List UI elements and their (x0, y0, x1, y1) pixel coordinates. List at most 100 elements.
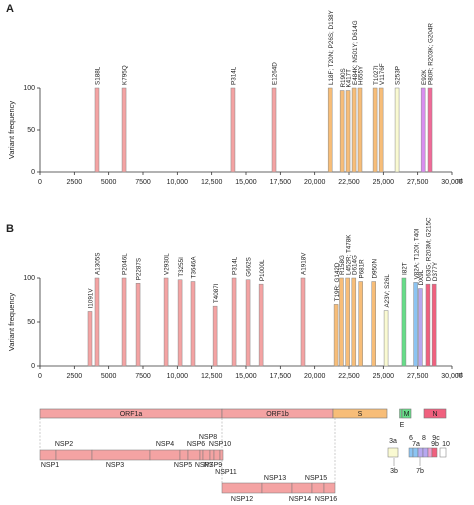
gene-box (423, 408, 447, 419)
nsp-label: NSP3 (106, 462, 124, 469)
mutation-label: P80R; R203K; G204R (428, 23, 435, 85)
bar (357, 87, 363, 173)
nsp-box (219, 449, 224, 461)
mutation-label: T1027I (373, 65, 380, 85)
bar (258, 283, 264, 367)
x-tick-label: 27,500 (407, 179, 429, 186)
gene-label: ORF1a (120, 411, 143, 418)
nsp-label: NSP7 (195, 462, 213, 469)
mutation-label: K417T (346, 69, 353, 88)
mutation-label: A1918V (301, 252, 308, 275)
bar (231, 277, 237, 367)
mutation-label: V82A; T120I; T40I (413, 228, 420, 279)
nsp-box (91, 449, 151, 461)
x-tick-label: 2500 (67, 179, 83, 186)
mutation-label: P2046L (122, 253, 129, 275)
gene-label: N (432, 411, 437, 418)
accessory-box (439, 447, 447, 458)
bar (121, 277, 127, 367)
x-tick-label: 12,500 (201, 373, 223, 380)
x-tick-label: 25,000 (373, 179, 395, 186)
mutation-label: D950N (371, 258, 378, 278)
mutation-label: L452R; T478K (345, 234, 352, 275)
mutation-label: I1091V (88, 288, 95, 309)
bar (427, 87, 433, 173)
nsp-box (323, 482, 336, 494)
mutation-label: H655Y (358, 65, 365, 85)
x-tick-label: 15,000 (235, 179, 257, 186)
bar (345, 90, 351, 173)
mutation-label: R190S (340, 68, 347, 87)
gene-label: S (358, 411, 363, 418)
accessory-box (408, 447, 414, 458)
nsp-label: NSP6 (187, 441, 205, 448)
bar (420, 87, 426, 173)
accessory-label: 7b (416, 468, 424, 475)
gene-box (332, 408, 388, 419)
y-tick-label: 50 (27, 319, 35, 326)
x-tick-label: 17,500 (270, 373, 292, 380)
accessory-box (431, 447, 438, 458)
nsp-box (199, 449, 204, 461)
x-tick-label: 22,500 (338, 179, 360, 186)
bar (121, 87, 127, 173)
bar (425, 283, 431, 367)
nsp-box (209, 449, 215, 461)
y-tick-label: 100 (23, 85, 35, 92)
bar (177, 279, 183, 367)
x-tick-label: 20,000 (304, 179, 326, 186)
mutation-label: D377Y (432, 261, 439, 281)
bar (94, 87, 100, 173)
x-unit-label: nt (457, 178, 463, 185)
mutation-label: A1305S (95, 253, 102, 275)
x-tick-label: 20,000 (304, 373, 326, 380)
nsp-box (149, 449, 181, 461)
x-tick-label: 0 (38, 179, 42, 186)
accessory-label: 3b (390, 468, 398, 475)
nsp-box (311, 482, 325, 494)
mutation-label: G662S (246, 257, 253, 277)
accessory-box (417, 447, 424, 458)
mutation-label: E484K; N501Y; D614G (352, 20, 359, 85)
mutation-label: T4087I (213, 283, 220, 303)
bar (327, 87, 333, 173)
accessory-box (427, 447, 433, 458)
mutation-label: P1000L (259, 259, 266, 281)
accessory-label: 7a (412, 441, 420, 448)
bar (378, 87, 384, 173)
bar (333, 304, 339, 367)
nsp-box (187, 449, 201, 461)
accessory-box (422, 447, 429, 458)
bar (401, 277, 407, 367)
mutation-label: L18F; T20N; P26S; D138Y (328, 9, 335, 85)
x-tick-label: 7500 (135, 179, 151, 186)
nsp-label: NSP8 (199, 434, 217, 441)
bar (371, 281, 376, 367)
nsp-label: NSP2 (55, 441, 73, 448)
nsp-label: NSP11 (215, 469, 237, 476)
nsp-label: NSP1 (41, 462, 59, 469)
mutation-label: P2287S (136, 258, 143, 280)
bar (87, 311, 93, 367)
bar (245, 279, 251, 367)
gene-box (399, 408, 402, 419)
x-tick-label: 12,500 (201, 179, 223, 186)
nsp-label: NSP9 (204, 462, 222, 469)
nsp-box (213, 449, 221, 461)
bar (383, 310, 389, 367)
bar (345, 277, 350, 367)
nsp-label: NSP4 (156, 441, 174, 448)
gene-label: E (400, 422, 405, 429)
bar (271, 87, 277, 173)
bar (163, 277, 169, 367)
accessory-label: 10 (442, 441, 450, 448)
gene-label: M (404, 411, 410, 418)
bar (394, 87, 400, 173)
bar (190, 281, 196, 367)
bar (413, 282, 418, 367)
mutation-label: I82T (402, 262, 409, 275)
bar (358, 281, 363, 367)
bar (418, 288, 423, 367)
x-tick-label: 27,500 (407, 373, 429, 380)
